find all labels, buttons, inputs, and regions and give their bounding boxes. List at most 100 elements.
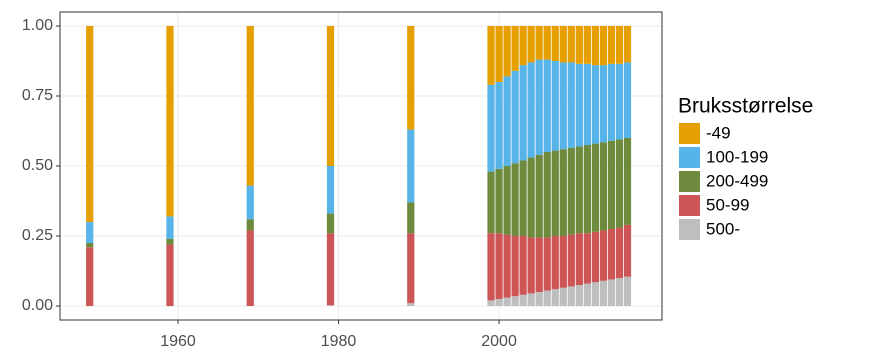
bar-segment xyxy=(615,63,624,140)
bar-segment xyxy=(543,152,551,238)
bar-segment xyxy=(519,26,527,66)
bar-segment xyxy=(607,279,616,306)
bar-segment xyxy=(407,233,415,304)
bar-segment xyxy=(487,26,495,85)
bar-segment xyxy=(575,26,583,64)
y-tick-label: 0.50 xyxy=(22,157,53,174)
legend-title: Bruksstørrelse xyxy=(678,95,813,118)
bar-segment xyxy=(503,166,511,235)
bar-segment xyxy=(503,26,511,77)
panel-border xyxy=(59,11,663,321)
bar-segment xyxy=(591,282,599,306)
bar-segment xyxy=(583,283,591,306)
bar-segment xyxy=(166,26,174,217)
bar-segment xyxy=(487,84,495,172)
y-tick-label: 0.75 xyxy=(22,87,53,104)
bar-segment xyxy=(527,26,535,63)
bar-segment xyxy=(623,62,632,138)
bar-segment xyxy=(591,143,599,232)
bar-segment xyxy=(559,62,567,150)
bar-segment xyxy=(607,63,616,141)
bar-segment xyxy=(511,236,519,297)
bar-segment xyxy=(519,294,527,306)
bar-segment xyxy=(575,146,583,234)
bar-segment xyxy=(623,276,632,306)
bar-segment xyxy=(246,185,254,220)
bar-segment xyxy=(326,166,335,214)
y-tick-label: 1.00 xyxy=(22,17,53,34)
bar-segment xyxy=(607,229,616,280)
bar-segment xyxy=(583,233,591,284)
bar-segment xyxy=(519,236,527,295)
bar-segment xyxy=(86,247,94,306)
bar-segment xyxy=(527,293,535,306)
bar-segment xyxy=(511,296,519,306)
bar-segment xyxy=(166,244,174,306)
bar-segment xyxy=(607,140,616,229)
bar-segment xyxy=(623,224,632,277)
bar-segment xyxy=(599,280,608,306)
bar-segment xyxy=(535,59,543,155)
bar-segment xyxy=(599,65,608,143)
bar-segment xyxy=(86,222,94,243)
bar-segment xyxy=(535,26,543,60)
bar-segment xyxy=(623,138,632,225)
bar-segment xyxy=(615,278,624,306)
bar-segment xyxy=(575,233,583,285)
bar-segment xyxy=(519,160,527,236)
bar-segment xyxy=(487,300,495,306)
bar-segment xyxy=(583,63,591,145)
bar-segment xyxy=(551,289,559,306)
bar-segment xyxy=(511,163,519,236)
bar-segment xyxy=(326,233,335,306)
bar-segment xyxy=(543,59,551,152)
bar-segment xyxy=(559,236,567,288)
legend-label: 50-99 xyxy=(706,195,749,214)
bar-segment xyxy=(527,157,535,238)
bar-segment xyxy=(511,70,519,164)
bar-segment xyxy=(551,26,559,61)
bar-segment xyxy=(599,142,608,231)
x-tick-label: 1980 xyxy=(321,333,357,350)
bar-segment xyxy=(407,303,415,306)
bar-segment xyxy=(495,82,503,169)
legend-key xyxy=(679,147,700,168)
x-tick-label: 2000 xyxy=(481,333,517,350)
bar-segment xyxy=(535,154,543,238)
bar-segment xyxy=(567,147,575,235)
bar-segment xyxy=(407,129,415,203)
bar-segment xyxy=(583,145,591,234)
x-tick-label: 1960 xyxy=(160,333,196,350)
bar-segment xyxy=(487,171,495,234)
bar-segment xyxy=(519,65,527,161)
bar-segment xyxy=(623,26,632,63)
bar-segment xyxy=(591,26,599,66)
bar-segment xyxy=(503,76,511,166)
y-tick-label: 0.00 xyxy=(22,297,53,314)
bar-segment xyxy=(575,285,583,306)
bar-segment xyxy=(543,237,551,291)
legend-label: 200-499 xyxy=(706,171,768,190)
bar-segment xyxy=(503,234,511,298)
bar-segment xyxy=(407,26,415,130)
bar-segment xyxy=(615,139,624,228)
y-tick-label: 0.25 xyxy=(22,227,53,244)
bar-segment xyxy=(575,63,583,147)
bar-segment xyxy=(599,26,608,66)
bar-segment xyxy=(599,230,608,281)
bar-segment xyxy=(495,299,503,306)
bar-segment xyxy=(607,26,616,64)
bar-segment xyxy=(551,236,559,290)
bar-segment xyxy=(495,233,503,299)
bar-segment xyxy=(535,237,543,292)
bar-segment xyxy=(567,286,575,306)
bar-segment xyxy=(559,26,567,63)
bar-segment xyxy=(487,233,495,301)
legend-label: 100-199 xyxy=(706,147,768,166)
bar-segment xyxy=(559,149,567,236)
bar-segment xyxy=(551,61,559,151)
bar-segment xyxy=(326,213,335,234)
bar-segment xyxy=(326,26,335,166)
bar-segment xyxy=(583,26,591,64)
